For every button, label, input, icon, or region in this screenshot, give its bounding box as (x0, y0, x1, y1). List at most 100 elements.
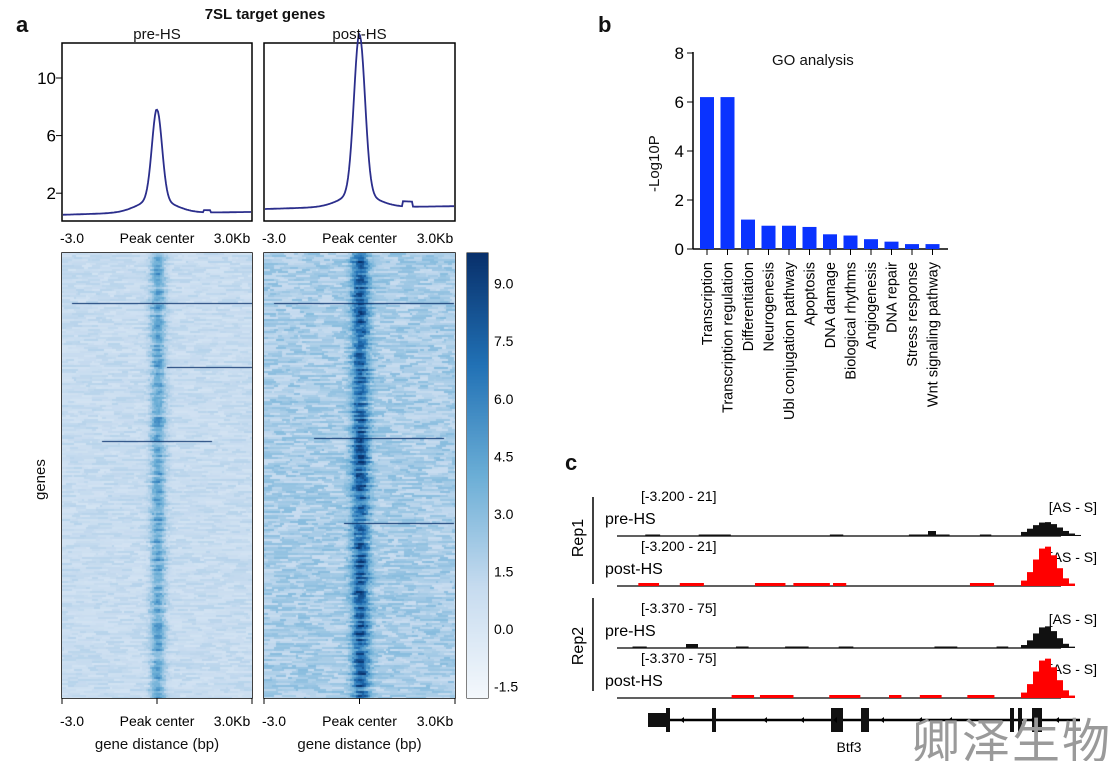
go-bar (864, 239, 878, 249)
track-signal (754, 583, 772, 586)
track-signal (1045, 626, 1051, 648)
track-signal (911, 534, 935, 536)
profile-x-tick: Peak center (120, 230, 195, 246)
track-signal (731, 695, 755, 698)
track-name: pre-HS (605, 623, 656, 640)
strand-arrow-icon (800, 717, 804, 723)
track-signal (1075, 534, 1081, 536)
track-signal (833, 583, 847, 586)
track-signal (1069, 695, 1075, 698)
go-bar (823, 234, 837, 249)
colorbar-tick: 4.5 (494, 448, 514, 464)
track-signal (632, 646, 647, 648)
track-signal (1021, 645, 1027, 648)
heatmap-x-tick: -3.0 (262, 713, 286, 729)
gene-exon (1010, 708, 1014, 732)
gene-exon (648, 713, 668, 727)
go-category-label: DNA damage (823, 262, 839, 348)
track-strand: [AS - S] (1049, 661, 1097, 677)
go-title: GO analysis (772, 52, 854, 69)
track-signal (1063, 643, 1069, 648)
go-category-label: Angiogenesis (864, 262, 880, 349)
panel-letter-b: b (598, 12, 612, 37)
strand-arrow-icon (680, 717, 684, 723)
track-signal (1057, 680, 1063, 698)
go-y-tick: 0 (675, 240, 684, 259)
go-bar (843, 235, 858, 249)
profile-x-tick: -3.0 (262, 230, 286, 246)
track-signal (1045, 522, 1051, 536)
track-signal (967, 695, 995, 698)
track-signal (1039, 548, 1045, 586)
go-bar (741, 219, 755, 249)
profile-x-tick: Peak center (322, 230, 397, 246)
track-signal (1027, 572, 1033, 586)
track-signal (969, 583, 995, 586)
go-y-tick: 8 (675, 44, 684, 63)
track-signal (1021, 531, 1027, 536)
heatmap-x-tick: Peak center (322, 713, 397, 729)
track-signal (1033, 633, 1039, 648)
profile-x-tick: 3.0Kb (214, 230, 251, 246)
track-signal (759, 695, 780, 698)
track-signal (645, 534, 661, 536)
track-signal (928, 531, 936, 536)
go-category-label: Apoptosis (803, 262, 819, 326)
go-bar (761, 225, 776, 249)
strand-arrow-icon (880, 717, 884, 723)
track-signal (679, 583, 704, 586)
track-signal (774, 695, 794, 698)
track-signal (1051, 524, 1057, 536)
go-category-label: Ubl conjugation pathway (782, 261, 798, 420)
profile-line-post-HS (265, 31, 454, 210)
heatmap-xlabel-pre: gene distance (bp) (94, 736, 220, 753)
track-name: post-HS (605, 673, 663, 690)
colorbar-tick: -1.5 (494, 678, 518, 694)
track-signal (1027, 528, 1033, 536)
strand-arrow-icon (1055, 717, 1059, 723)
go-category-label: Differentiation (741, 262, 757, 351)
track-signal (926, 534, 950, 536)
profile-frame (263, 42, 456, 222)
colorbar (467, 253, 488, 698)
track-signal (1021, 692, 1027, 698)
track-signal (1057, 527, 1063, 536)
go-category-label: Transcription regulation (721, 262, 737, 413)
colorbar-tick: 6.0 (494, 391, 514, 407)
track-signal (919, 695, 942, 698)
strand-arrow-icon (833, 717, 837, 723)
track-signal (829, 695, 839, 698)
profile-x-tick: 3.0Kb (417, 230, 454, 246)
track-signal (770, 583, 786, 586)
track-strand: [AS - S] (1049, 611, 1097, 627)
colorbar-tick: 3.0 (494, 506, 514, 522)
track-signal (996, 646, 1009, 648)
go-bar (925, 244, 940, 249)
track-signal (1039, 660, 1045, 698)
colorbar-tick: 0.0 (494, 621, 514, 637)
track-signal (1069, 583, 1075, 586)
profile-title: 7SL target genes (204, 6, 326, 23)
group-label-rep2: Rep2 (570, 627, 587, 665)
track-name: post-HS (605, 561, 663, 578)
go-y-tick: 6 (675, 93, 684, 112)
heatmap-post-hs (264, 253, 455, 698)
track-signal (686, 644, 698, 648)
go-bar (802, 226, 817, 249)
gene-exon (1018, 708, 1022, 732)
profile-line-pre-HS (62, 108, 252, 216)
go-bar (905, 244, 919, 249)
strand-arrow-icon (1030, 717, 1034, 723)
go-category-label: DNA repair (885, 262, 901, 333)
go-category-label: Stress response (905, 262, 921, 367)
track-signal (889, 695, 902, 698)
track-signal (1039, 627, 1045, 648)
profile-y-tick: 10 (37, 69, 56, 88)
heatmap-x-tick: -3.0 (60, 713, 84, 729)
track-signal (1051, 667, 1057, 698)
heatmap-ylabel: genes (32, 459, 49, 500)
track-signal (1057, 638, 1063, 648)
track-signal (1027, 684, 1033, 698)
track-signal (1063, 530, 1069, 536)
